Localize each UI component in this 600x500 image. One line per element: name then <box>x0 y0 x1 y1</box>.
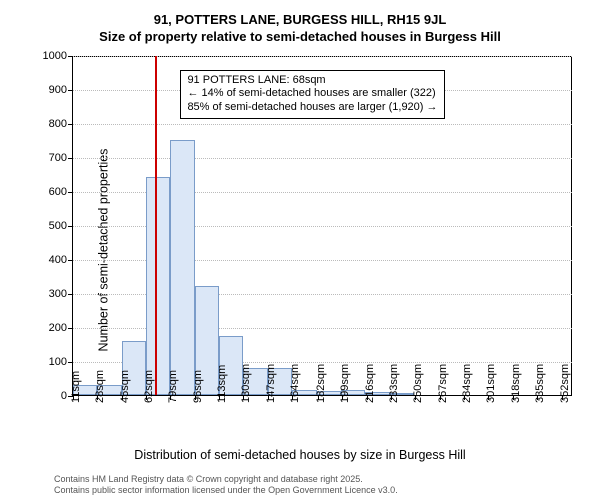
xtick-label: 335sqm <box>534 364 546 403</box>
histogram-bar <box>170 140 194 395</box>
xtick-label: 113sqm <box>216 365 228 403</box>
xtick-label: 284sqm <box>461 364 473 403</box>
xtick-label: 318sqm <box>510 364 522 403</box>
chart-title-line1: 91, POTTERS LANE, BURGESS HILL, RH15 9JL <box>0 12 600 27</box>
x-axis-label: Distribution of semi-detached houses by … <box>0 448 600 462</box>
xtick-label: 301sqm <box>485 364 497 403</box>
annotation-line3: 85% of semi-detached houses are larger (… <box>187 101 437 115</box>
xtick-label: 28sqm <box>94 370 106 403</box>
chart-plot-area: 0100200300400500600700800900100091 POTTE… <box>72 56 572 396</box>
ytick-label: 300 <box>27 288 73 300</box>
histogram-bar <box>146 177 170 395</box>
ytick-label: 100 <box>27 356 73 368</box>
xtick-label: 11sqm <box>70 371 82 403</box>
xtick-label: 199sqm <box>339 364 351 403</box>
ytick-label: 1000 <box>27 50 73 62</box>
ytick-label: 200 <box>27 322 73 334</box>
xtick-label: 164sqm <box>289 364 301 403</box>
xtick-label: 79sqm <box>167 370 179 403</box>
chart-footer: Contains HM Land Registry data © Crown c… <box>54 474 600 496</box>
xtick-label: 62sqm <box>143 370 155 403</box>
ytick-label: 0 <box>27 390 73 402</box>
xtick-label: 147sqm <box>265 364 277 403</box>
xtick-label: 352sqm <box>559 364 571 403</box>
xtick-label: 96sqm <box>192 370 204 403</box>
grid-line <box>73 124 572 125</box>
xtick-label: 233sqm <box>388 364 400 403</box>
reference-line <box>155 56 157 395</box>
ytick-label: 600 <box>27 186 73 198</box>
xtick-label: 182sqm <box>315 364 327 403</box>
grid-line <box>73 56 572 57</box>
xtick-label: 45sqm <box>119 370 131 403</box>
annotation-line2: ← 14% of semi-detached houses are smalle… <box>187 87 437 101</box>
xtick-label: 250sqm <box>412 364 424 403</box>
ytick-label: 700 <box>27 152 73 164</box>
chart-title-line2: Size of property relative to semi-detach… <box>0 29 600 44</box>
ytick-label: 800 <box>27 118 73 130</box>
ytick-label: 400 <box>27 254 73 266</box>
xtick-label: 267sqm <box>437 364 449 403</box>
grid-line <box>73 158 572 159</box>
annotation-line1: 91 POTTERS LANE: 68sqm <box>187 74 437 88</box>
footer-line2: Contains public sector information licen… <box>54 485 600 496</box>
ytick-label: 500 <box>27 220 73 232</box>
annotation-box: 91 POTTERS LANE: 68sqm← 14% of semi-deta… <box>180 70 444 119</box>
footer-line1: Contains HM Land Registry data © Crown c… <box>54 474 600 485</box>
xtick-label: 216sqm <box>364 364 376 403</box>
ytick-label: 900 <box>27 84 73 96</box>
xtick-label: 130sqm <box>240 364 252 403</box>
